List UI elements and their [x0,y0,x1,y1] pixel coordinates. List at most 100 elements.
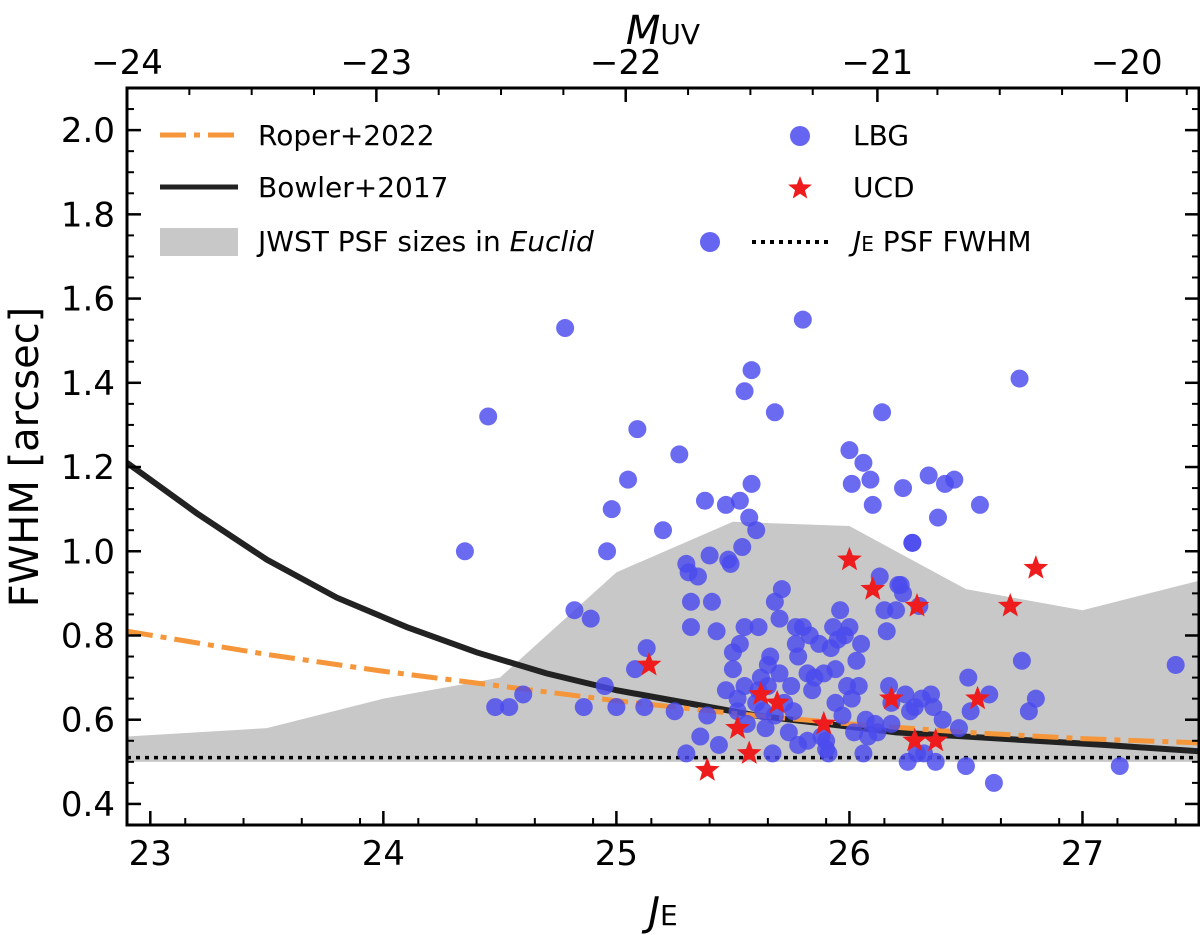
lbg-point [654,521,672,540]
lbg-point [926,752,945,771]
lbg-point [849,677,868,696]
ucd-point [736,740,762,764]
jwst-psf-band [127,521,1199,762]
legend-psf-label: JE PSF FWHM [848,225,1031,258]
lbg-point [840,441,859,460]
lbg-point [716,495,735,514]
lbg-point [882,714,901,733]
lbg-point [956,757,975,776]
lbg-point [1166,655,1185,674]
lbg-point [833,706,852,725]
lbg-point [798,731,817,750]
lbg-point [733,538,752,557]
lbg-point [770,609,789,628]
lbg-point [887,601,906,620]
x-tick-label: 24 [362,834,405,874]
legend: Roper+2022 Bowler+2017 JWST PSF sizes in… [160,119,1031,258]
lbg-point [486,698,505,717]
lbg-point [619,470,638,489]
lbg-point [765,403,784,422]
y-tick-label: 2.0 [61,111,115,151]
lbg-point [868,723,887,742]
lbg-point [637,639,656,658]
lbg-point [602,500,621,519]
y-tick-label: 1.4 [61,364,115,404]
x-tick-label: 27 [1061,834,1104,874]
bowler-2017-curve [127,460,1199,755]
ucd-point [748,681,774,705]
lbg-point [949,719,968,738]
lbg-point [880,677,899,696]
ucd-point [811,710,837,735]
lbg-point [854,744,873,763]
ucd-point [902,727,928,752]
lbg-point [840,618,859,637]
lbg-point [761,647,780,666]
x-tick-label: 26 [828,834,871,874]
lbg-point [1026,689,1045,708]
legend-jwst-swatch [160,228,238,256]
lbg-point [735,618,754,637]
lbg-point [681,592,700,611]
lbg-point [1010,369,1029,388]
lbg-point [877,622,896,641]
y-tick-label: 0.4 [61,785,115,825]
lbg-point [870,567,889,586]
lbg-point [565,601,584,620]
lbg-point [763,744,782,763]
lbg-point [919,466,938,485]
y-tick-label: 1.8 [61,195,115,235]
lbg-point [873,403,892,422]
lbg-point [1012,651,1031,670]
y-tick-label: 1.0 [61,532,115,572]
ucd-point [860,576,886,600]
lbg-point [479,407,498,426]
lbg-point [695,491,714,510]
lbg-point [896,685,915,704]
lbg-point [635,698,654,717]
lbg-point [742,474,761,493]
lbg-point [626,660,645,679]
legend-ucd-label: UCD [853,171,915,204]
lbg-point [628,420,647,439]
x-tick-label: 25 [595,834,638,874]
y-tick-label: 1.6 [61,280,115,320]
lbg-point [709,735,728,754]
ucd-point [879,685,904,710]
x-tick-label: 23 [129,834,172,874]
lbg-point [747,521,766,540]
lbg-point [793,310,812,329]
lbg-point [702,592,721,611]
lbg-point [707,622,726,641]
lbg-point [574,698,593,717]
lbg-point [894,584,913,603]
lbg-point [970,495,989,514]
lbg-point [730,491,749,510]
ucd-point [923,727,948,752]
lbg-points-layer [455,310,1185,792]
lbg-point [928,508,947,527]
lbg-point [826,660,845,679]
ucd-point [837,546,862,571]
lbg-point [598,542,617,561]
ticks-layer: 23 24 25 26 27 −24 −23 −22 −21 −20 0.4 0.6 0.8 1.0 1.2… [61,43,1199,874]
top-tick-label: −20 [1091,43,1163,83]
lbg-point [581,609,600,628]
lbg-point [779,723,798,742]
lbg-point [852,634,871,653]
ucd-point [965,685,990,710]
lbg-point [455,542,474,561]
x-axis-title: JE [641,889,678,935]
lbg-point [688,567,707,586]
lbg-point [842,474,861,493]
ucd-points-layer [636,546,1049,781]
lbg-point [749,618,768,637]
lbg-point [742,361,761,380]
lbg-point [735,382,754,401]
lbg-point [691,727,710,746]
lbg-point [730,634,749,653]
legend-roper-label: Roper+2022 [258,119,435,152]
lbg-point [933,710,952,729]
lbg-point [756,719,775,738]
